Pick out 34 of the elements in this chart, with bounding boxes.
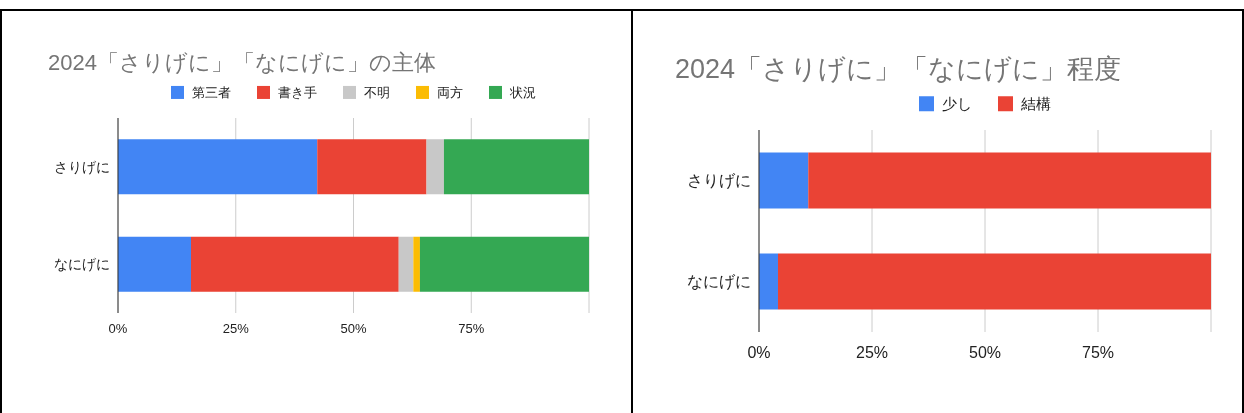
x-tick-label: 0% (108, 321, 128, 336)
legend-label: 両方 (437, 85, 463, 100)
x-tick-label: 25% (855, 344, 889, 361)
x-tick-label: 25% (222, 321, 250, 336)
bar (413, 236, 420, 292)
y-tick-label: なにげに (687, 273, 751, 291)
bar (118, 236, 192, 292)
legend-label: 第三者 (192, 85, 231, 100)
y-tick-label: さりげに (687, 172, 751, 190)
bar (398, 236, 414, 292)
bar (759, 152, 809, 209)
bar (317, 139, 427, 195)
legend-label: 状況 (509, 85, 536, 100)
chart-title: 2024「さりげに」「なにげに」の主体 (48, 50, 436, 75)
bar (759, 253, 778, 310)
y-tick-label: さりげに (54, 158, 110, 175)
x-tick-label: 75% (458, 321, 485, 336)
x-tick-label: 75% (1081, 344, 1115, 361)
bar (777, 253, 1211, 310)
legend-label: 不明 (364, 85, 390, 100)
legend-label: 書き手 (278, 85, 317, 100)
bar (443, 139, 589, 195)
bar (808, 152, 1211, 209)
x-tick-label: 50% (340, 321, 367, 336)
bar (191, 236, 399, 292)
bar (118, 139, 318, 195)
x-tick-label: 0% (747, 344, 771, 361)
legend-label: 少し (942, 95, 972, 112)
bar (426, 139, 444, 195)
legend-label: 結構 (1020, 95, 1051, 112)
x-tick-label: 50% (968, 344, 1002, 361)
y-tick-label: なにげに (54, 256, 110, 273)
bar (419, 236, 589, 292)
chart-title: 2024「さりげに」「なにげに」程度 (675, 54, 1122, 84)
